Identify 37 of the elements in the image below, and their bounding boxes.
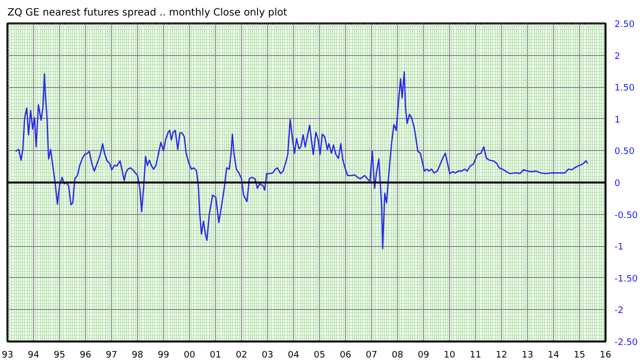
x-tick-label: 02 (236, 350, 248, 360)
x-tick-label: 97 (106, 350, 118, 360)
x-tick-label: 05 (314, 350, 326, 360)
x-tick-label: 01 (210, 350, 222, 360)
x-tick-label: 12 (496, 350, 508, 360)
y-tick-label: -1.50 (614, 274, 638, 284)
x-tick-label: 16 (600, 350, 612, 360)
y-tick-label: 1 (614, 115, 620, 126)
x-tick-label: 93 (2, 350, 14, 360)
x-tick-label: 09 (418, 350, 430, 360)
x-tick-label: 15 (574, 350, 586, 360)
x-tick-label: 94 (28, 350, 40, 360)
x-tick-label: 11 (470, 350, 482, 360)
y-tick-label: -0.50 (614, 210, 638, 221)
y-tick-label: -2.50 (614, 338, 638, 348)
x-tick-label: 14 (548, 350, 560, 360)
x-tick-label: 96 (80, 350, 92, 360)
y-tick-label: 0.50 (614, 147, 635, 158)
x-tick-label: 98 (132, 350, 144, 360)
x-tick-label: 03 (262, 350, 274, 360)
x-tick-label: 07 (366, 350, 378, 360)
x-tick-label: 04 (288, 350, 300, 360)
y-tick-label: 2 (614, 52, 620, 62)
y-tick-label: 1.50 (614, 84, 635, 94)
y-tick-label: -1 (614, 242, 624, 253)
y-tick-label: 2.50 (614, 20, 635, 30)
x-tick-label: 00 (184, 350, 196, 360)
x-tick-label: 06 (340, 350, 352, 360)
x-tick-label: 99 (158, 350, 170, 360)
line-series (14, 71, 588, 250)
chart-title: ZQ GE nearest futures spread .. monthly Close only plot (8, 8, 288, 18)
x-tick-label: 10 (444, 350, 456, 360)
x-tick-label: 13 (522, 350, 534, 360)
y-tick-label: -2 (614, 306, 624, 316)
x-tick-label: 95 (54, 350, 66, 360)
y-tick-label: 0 (614, 179, 620, 189)
x-tick-label: 08 (392, 350, 404, 360)
